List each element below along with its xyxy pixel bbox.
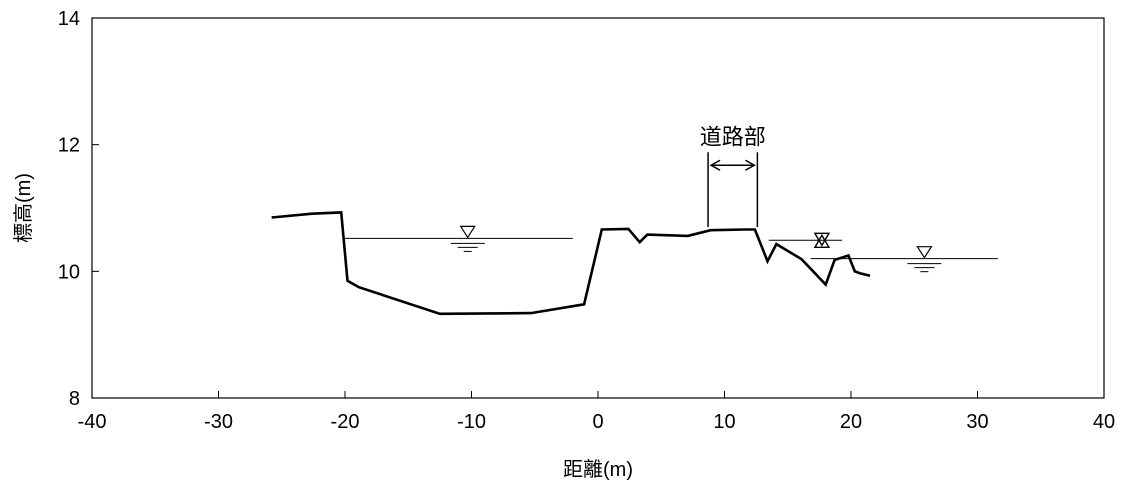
x-axis-label: 距離(m) (563, 458, 633, 481)
y-tick-label: 10 (58, 261, 80, 283)
series-layer (271, 211, 871, 316)
road-annotation-label: 道路部 (700, 124, 766, 149)
x-tick-label: 10 (713, 411, 735, 433)
x-tick-label: 20 (840, 411, 862, 433)
x-tick-label: 30 (966, 411, 988, 433)
plot-area (91, 17, 1105, 399)
water-level-triangle-icon (916, 246, 933, 259)
y-tick-label: 12 (58, 135, 80, 157)
marker-triangle-up (813, 233, 831, 249)
y-tick-label: 8 (69, 388, 80, 410)
x-tick-label: 0 (592, 411, 603, 433)
x-tick-label: -40 (78, 411, 107, 433)
y-axis-label: 標高(m) (12, 173, 35, 243)
water-level-triangle-icon (459, 225, 476, 239)
x-tick-label: 40 (1093, 411, 1115, 433)
y-tick-label: 14 (58, 8, 80, 30)
annotation-layer: 道路部 (700, 124, 766, 227)
ground-profile-line (271, 211, 871, 316)
arrow-left-icon (709, 159, 721, 171)
arrow-right-icon (745, 159, 756, 171)
marker-triangle-down (813, 232, 831, 247)
x-tick-label: -30 (204, 411, 233, 433)
ticks-layer: -40 -30 -20 -10 0 10 20 30 40 8 10 12 14 (58, 8, 1115, 433)
x-tick-label: -20 (331, 411, 360, 433)
water-level-marker-icon (813, 232, 831, 249)
x-tick-label: -10 (457, 411, 486, 433)
